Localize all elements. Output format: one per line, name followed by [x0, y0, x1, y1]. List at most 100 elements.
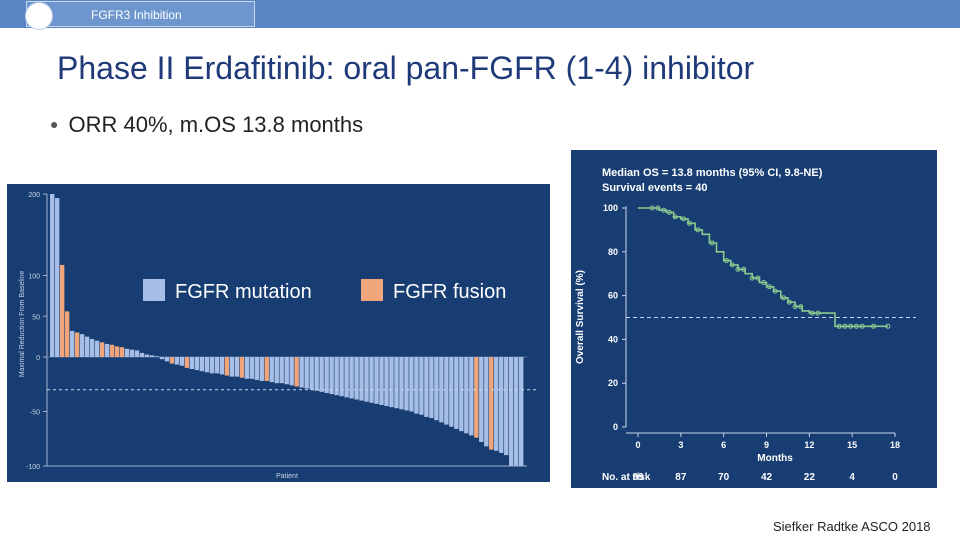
mutation-bar [204, 357, 210, 373]
at-risk-value: 87 [675, 472, 687, 483]
mutation-bar [384, 357, 389, 407]
section-tab-label: FGFR3 Inhibition [91, 8, 182, 22]
mutation-bar [364, 357, 369, 402]
survival-curve [638, 207, 888, 328]
mutation-bar [449, 357, 454, 427]
censor-mark [755, 275, 761, 281]
mutation-bar [79, 334, 85, 357]
at-risk-label: No. at risk [602, 472, 651, 483]
at-risk-value: 99 [632, 472, 644, 483]
censor-mark [729, 262, 735, 268]
km-y-tick-label: 0 [613, 422, 618, 432]
km-chart: Median OS = 13.8 months (95% CI, 9.8-NE)… [575, 167, 916, 483]
censor-mark [854, 323, 859, 329]
censor-mark [848, 323, 854, 329]
mutation-bar [514, 357, 519, 466]
bullet-text: ORR 40%, m.OS 13.8 months [68, 112, 364, 137]
mutation-bar [314, 357, 319, 391]
waterfall-chart-panel: 200 100 50 0 -50 -100 Maximal Reduction From B… [7, 184, 550, 482]
censor-mark [781, 295, 787, 301]
top-banner: FGFR3 Inhibition [0, 0, 960, 30]
fusion-bar [264, 357, 269, 381]
mutation-bar [299, 357, 304, 388]
mutation-bar [349, 357, 354, 399]
fusion-bar [294, 357, 299, 387]
fusion-bar [474, 357, 479, 438]
mutation-bar [424, 357, 429, 417]
censor-mark [885, 323, 891, 329]
km-y-axis-label: Overall Survival (%) [575, 270, 586, 364]
mutation-bar [144, 354, 150, 357]
km-y-tick-label: 100 [603, 203, 618, 213]
censor-mark [649, 205, 655, 211]
mutation-bar [124, 348, 130, 357]
mutation-bar [444, 357, 449, 425]
km-title-line: Survival events = 40 [602, 182, 707, 194]
km-x-tick-label: 15 [847, 440, 857, 450]
citation: Siefker Radtke ASCO 2018 [773, 519, 931, 534]
mutation-bar [379, 357, 384, 405]
mutation-bar [284, 357, 289, 385]
mutation-bar [509, 357, 514, 466]
mutation-bar [304, 357, 309, 389]
mutation-bar [234, 357, 239, 377]
mutation-bar [269, 357, 274, 383]
km-y-tick-label: 20 [608, 378, 618, 388]
x-axis-label: Patient [276, 473, 298, 480]
censor-mark [681, 216, 687, 222]
fusion-bar [64, 311, 70, 357]
mutation-bar [274, 357, 279, 384]
mutation-bar [254, 357, 259, 380]
fusion-bar [489, 357, 494, 450]
censor-mark [661, 207, 667, 213]
mutation-bar [54, 198, 60, 357]
fusion-bar [169, 357, 175, 364]
censor-mark [741, 266, 747, 272]
mutation-bar [129, 349, 135, 357]
mutation-bar [104, 343, 110, 357]
censor-mark [735, 266, 741, 272]
km-x-tick-label: 0 [635, 440, 640, 450]
mutation-bar [459, 357, 464, 432]
mutation-bar [494, 357, 499, 451]
bullet-item: ● ORR 40%, m.OS 13.8 months [50, 112, 363, 138]
mutation-bar [329, 357, 334, 395]
mutation-bar [279, 357, 284, 384]
mutation-bar [244, 357, 249, 379]
tab-circle-icon [25, 2, 53, 30]
legend-swatch [361, 279, 383, 301]
mutation-bar [479, 357, 484, 443]
censor-mark [809, 310, 815, 316]
km-x-tick-label: 18 [890, 440, 900, 450]
mutation-bar [324, 357, 329, 393]
mutation-bar [394, 357, 399, 409]
bullet-dot-icon: ● [50, 116, 59, 132]
km-x-tick-label: 12 [804, 440, 814, 450]
fusion-bar [99, 342, 105, 357]
censor-mark [724, 258, 729, 264]
fusion-bar [59, 264, 65, 357]
censor-mark [815, 310, 821, 316]
section-tab[interactable]: FGFR3 Inhibition [25, 1, 255, 30]
mutation-bar [434, 357, 439, 421]
mutation-bar [374, 357, 379, 404]
mutation-bar [209, 357, 215, 374]
mutation-bar [399, 357, 404, 410]
mutation-bar [519, 357, 524, 466]
mutation-bar [289, 357, 294, 386]
km-x-tick-label: 6 [721, 440, 726, 450]
mutation-bar [354, 357, 359, 400]
km-x-tick-label: 9 [764, 440, 769, 450]
censor-mark [786, 299, 792, 305]
fusion-bar [119, 347, 125, 357]
censor-mark [772, 288, 778, 294]
y-tick-label: 100 [28, 274, 40, 281]
legend-label: FGFR fusion [393, 281, 506, 303]
mutation-bar [404, 357, 409, 411]
mutation-bar [229, 357, 235, 377]
legend-swatch [143, 279, 165, 301]
y-axis-label: Maximal Reduction From Baseline [19, 271, 26, 378]
fusion-bar [74, 332, 80, 357]
mutation-bar [189, 357, 195, 369]
censor-mark [672, 214, 678, 220]
